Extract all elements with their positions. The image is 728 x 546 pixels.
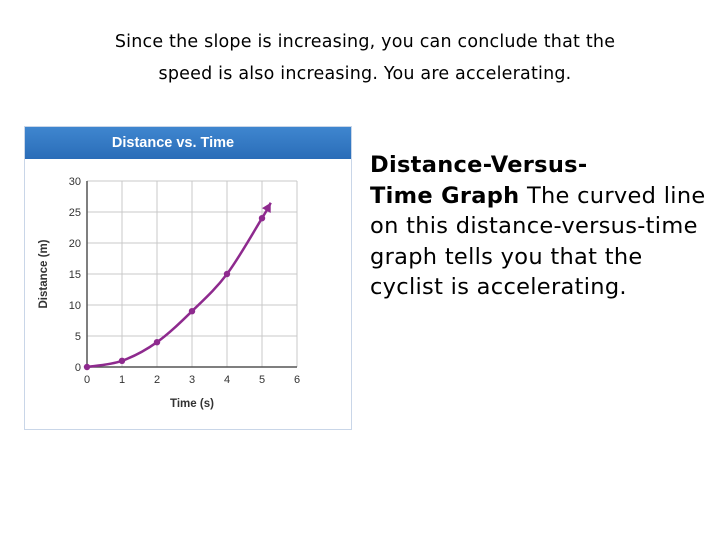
x-tick-label: 6 bbox=[294, 374, 300, 386]
chart-title: Distance vs. Time bbox=[111, 135, 235, 151]
x-tick-label: 2 bbox=[154, 374, 160, 386]
y-axis-label: Distance (m) bbox=[38, 239, 50, 308]
data-point bbox=[188, 308, 196, 315]
x-tick-label: 0 bbox=[84, 374, 90, 386]
x-tick-label: 3 bbox=[189, 374, 195, 386]
caption-line-2: speed is also increasing. You are accele… bbox=[158, 64, 572, 84]
y-tick-label: 25 bbox=[69, 207, 81, 219]
data-point bbox=[153, 339, 161, 346]
y-tick-label: 30 bbox=[69, 176, 81, 188]
x-tick-label: 4 bbox=[224, 374, 230, 386]
y-tick-label: 10 bbox=[69, 300, 81, 312]
description-body: The curved line on this distance-versus-… bbox=[370, 182, 706, 301]
data-point bbox=[118, 357, 126, 364]
caption-line-1: Since the slope is increasing, you can c… bbox=[114, 32, 616, 52]
slide-caption: Since the slope is increasing, you can c… bbox=[40, 26, 690, 90]
chart-title-bar: Distance vs. Time bbox=[25, 127, 351, 159]
curve-arrowhead bbox=[261, 202, 271, 213]
x-axis-label: Time (s) bbox=[170, 398, 214, 410]
data-point bbox=[223, 270, 231, 278]
distance-time-chart: 0 1 2 3 4 5 6 0 5 10 15 20 25 30 Time (s) Distance (m) bbox=[38, 176, 300, 410]
x-tick-label: 5 bbox=[259, 374, 265, 386]
series-line bbox=[86, 202, 272, 369]
y-tick-label: 15 bbox=[69, 269, 81, 281]
y-tick-label: 5 bbox=[75, 331, 81, 343]
description-term: Distance-Versus- Time Graph bbox=[370, 152, 588, 209]
y-tick-label: 0 bbox=[75, 362, 81, 374]
data-point bbox=[83, 363, 91, 371]
description-text: Distance-Versus- Time Graph The curved li… bbox=[370, 150, 710, 303]
data-point bbox=[258, 215, 266, 222]
chart-figure: Distance vs. Time 0 1 2 3 4 5 6 0 5 10 15 20 25 30 Tim… bbox=[24, 126, 352, 430]
y-tick-label: 20 bbox=[69, 238, 81, 250]
x-tick-label: 1 bbox=[119, 374, 125, 386]
